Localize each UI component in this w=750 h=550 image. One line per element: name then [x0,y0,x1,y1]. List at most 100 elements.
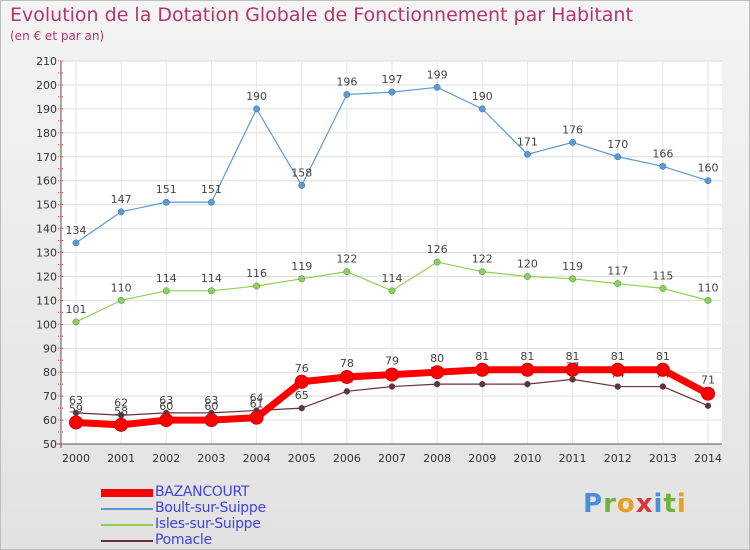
data-point-bazancourt [294,374,309,389]
data-label-bazancourt: 71 [701,374,715,387]
data-point-isles-sur-suippe [478,268,486,276]
data-point-bazancourt [69,415,83,430]
data-point-isles-sur-suippe [569,275,576,283]
data-label-bazancourt: 80 [430,352,444,365]
data-label-pomacle: 64 [250,391,264,404]
data-point-bazancourt [565,362,580,377]
data-label-boult-sur-suippe: 196 [336,76,357,89]
data-point-boult-sur-suippe [343,91,351,98]
x-tick-label: 2003 [197,452,225,465]
y-tick-label: 120 [36,270,57,283]
legend-swatch-pomacle [101,540,153,542]
data-point-isles-sur-suippe [659,285,667,292]
data-label-boult-sur-suippe: 190 [246,90,267,103]
data-point-boult-sur-suippe [388,88,396,96]
x-tick-label: 2004 [243,452,271,465]
data-point-bazancourt [701,386,715,401]
data-point-pomacle [524,380,531,388]
data-label-boult-sur-suippe: 199 [427,68,448,81]
data-label-isles-sur-suippe: 126 [427,243,448,256]
data-point-bazancourt [159,413,174,428]
logo-letter: i [653,489,664,519]
legend-swatch-bazancourt [101,489,153,497]
data-point-isles-sur-suippe [524,273,531,280]
data-point-bazancourt [249,410,264,425]
data-point-isles-sur-suippe [72,318,80,326]
data-label-isles-sur-suippe: 110 [111,281,132,294]
data-label-bazancourt: 79 [385,355,399,368]
y-tick-label: 170 [36,151,57,164]
legend-label-bazancourt: BAZANCOURT [155,484,250,500]
data-label-bazancourt: 61 [250,398,264,411]
data-label-isles-sur-suippe: 116 [246,267,267,280]
data-point-boult-sur-suippe [253,105,260,113]
chart-title: Evolution de la Dotation Globale de Fonc… [10,4,633,26]
data-point-pomacle [659,383,667,390]
data-label-isles-sur-suippe: 101 [66,303,87,316]
data-point-isles-sur-suippe [208,287,215,295]
data-point-bazancourt [204,413,219,428]
data-label-boult-sur-suippe: 147 [111,193,132,206]
data-point-isles-sur-suippe [253,282,260,290]
x-tick-label: 2002 [152,452,180,465]
chart-subtitle: (en € et par an) [10,29,105,43]
logo-letter: t [663,489,677,519]
logo-letter: o [616,489,636,519]
data-point-boult-sur-suippe [478,105,486,113]
x-tick-label: 2009 [468,452,496,465]
data-point-boult-sur-suippe [433,83,441,91]
data-point-bazancourt [385,367,399,382]
data-label-boult-sur-suippe: 151 [156,183,177,196]
y-tick-label: 160 [36,175,57,188]
data-label-isles-sur-suippe: 110 [698,281,719,294]
y-tick-label: 50 [43,438,57,451]
logo-letter: i [676,489,687,519]
data-point-pomacle [569,376,576,383]
data-point-pomacle [388,383,396,390]
x-tick-label: 2014 [694,452,722,465]
data-label-bazancourt: 60 [159,400,173,413]
data-point-isles-sur-suippe [117,296,125,304]
data-label-bazancourt: 81 [656,350,670,363]
data-label-boult-sur-suippe: 176 [562,123,583,136]
data-label-boult-sur-suippe: 170 [607,138,628,151]
data-label-bazancourt: 60 [204,400,218,413]
data-point-bazancourt [655,362,670,377]
logo-letter: x [635,489,654,519]
x-tick-label: 2008 [423,452,451,465]
legend-swatch-boult [101,508,153,510]
data-point-boult-sur-suippe [117,208,125,216]
data-label-boult-sur-suippe: 134 [66,224,87,237]
data-label-isles-sur-suippe: 115 [652,269,673,282]
data-label-isles-sur-suippe: 119 [291,260,312,273]
data-label-boult-sur-suippe: 197 [382,73,403,86]
y-tick-label: 180 [36,127,57,140]
data-point-boult-sur-suippe [659,162,667,170]
data-point-isles-sur-suippe [388,287,396,295]
data-point-isles-sur-suippe [614,280,622,288]
y-tick-label: 140 [36,223,57,236]
data-label-bazancourt: 59 [69,402,83,415]
x-tick-label: 2005 [288,452,316,465]
legend-swatch-isles [101,524,153,526]
data-point-boult-sur-suippe [72,239,80,247]
y-tick-label: 190 [36,103,57,116]
data-label-bazancourt: 81 [520,350,534,363]
y-tick-label: 130 [36,247,57,260]
x-tick-label: 2000 [62,452,90,465]
data-point-isles-sur-suippe [162,287,170,295]
data-point-bazancourt [114,417,129,432]
data-point-boult-sur-suippe [569,138,576,146]
data-label-pomacle: 62 [114,396,128,409]
x-tick-label: 2010 [513,452,541,465]
data-label-isles-sur-suippe: 114 [201,272,222,285]
data-point-boult-sur-suippe [298,182,306,189]
y-tick-label: 110 [36,294,57,307]
data-point-pomacle [343,388,351,395]
data-point-boult-sur-suippe [208,198,215,206]
data-label-bazancourt: 58 [114,405,128,418]
y-tick-label: 60 [43,414,57,427]
data-point-isles-sur-suippe [704,296,712,304]
